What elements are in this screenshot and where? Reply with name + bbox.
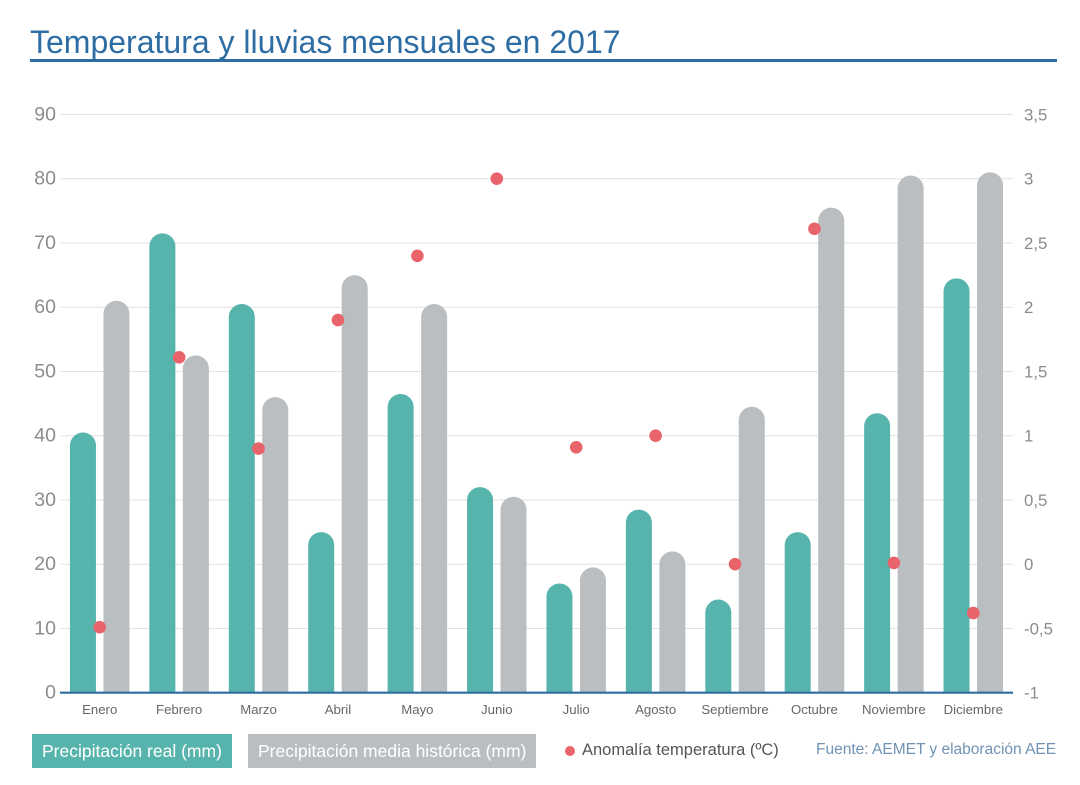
svg-text:Agosto: Agosto: [635, 702, 676, 717]
svg-text:3: 3: [1024, 170, 1033, 189]
svg-text:70: 70: [34, 232, 56, 254]
svg-text:-1: -1: [1024, 684, 1039, 703]
svg-text:60: 60: [34, 296, 56, 318]
svg-text:Noviembre: Noviembre: [862, 702, 926, 717]
svg-text:Julio: Julio: [563, 702, 590, 717]
svg-text:80: 80: [34, 168, 56, 190]
svg-text:30: 30: [34, 489, 56, 511]
svg-text:Enero: Enero: [82, 702, 117, 717]
svg-text:0,5: 0,5: [1024, 491, 1047, 510]
svg-text:Mayo: Mayo: [401, 702, 433, 717]
svg-text:Abril: Abril: [325, 702, 351, 717]
svg-text:10: 10: [34, 617, 56, 639]
svg-text:1,5: 1,5: [1024, 362, 1047, 381]
svg-text:Junio: Junio: [481, 702, 513, 717]
svg-text:Marzo: Marzo: [240, 702, 277, 717]
svg-text:Octubre: Octubre: [791, 702, 838, 717]
svg-text:20: 20: [34, 553, 56, 575]
svg-text:Septiembre: Septiembre: [701, 702, 768, 717]
svg-text:0: 0: [45, 682, 56, 704]
svg-text:2: 2: [1024, 298, 1033, 317]
svg-text:Diciembre: Diciembre: [944, 702, 1003, 717]
svg-text:90: 90: [34, 103, 56, 125]
svg-text:3,5: 3,5: [1024, 105, 1047, 124]
svg-text:2,5: 2,5: [1024, 234, 1047, 253]
svg-text:40: 40: [34, 425, 56, 447]
svg-text:1: 1: [1024, 427, 1033, 446]
svg-text:-0,5: -0,5: [1024, 619, 1053, 638]
svg-text:0: 0: [1024, 555, 1033, 574]
svg-text:50: 50: [34, 360, 56, 382]
svg-text:Febrero: Febrero: [156, 702, 202, 717]
